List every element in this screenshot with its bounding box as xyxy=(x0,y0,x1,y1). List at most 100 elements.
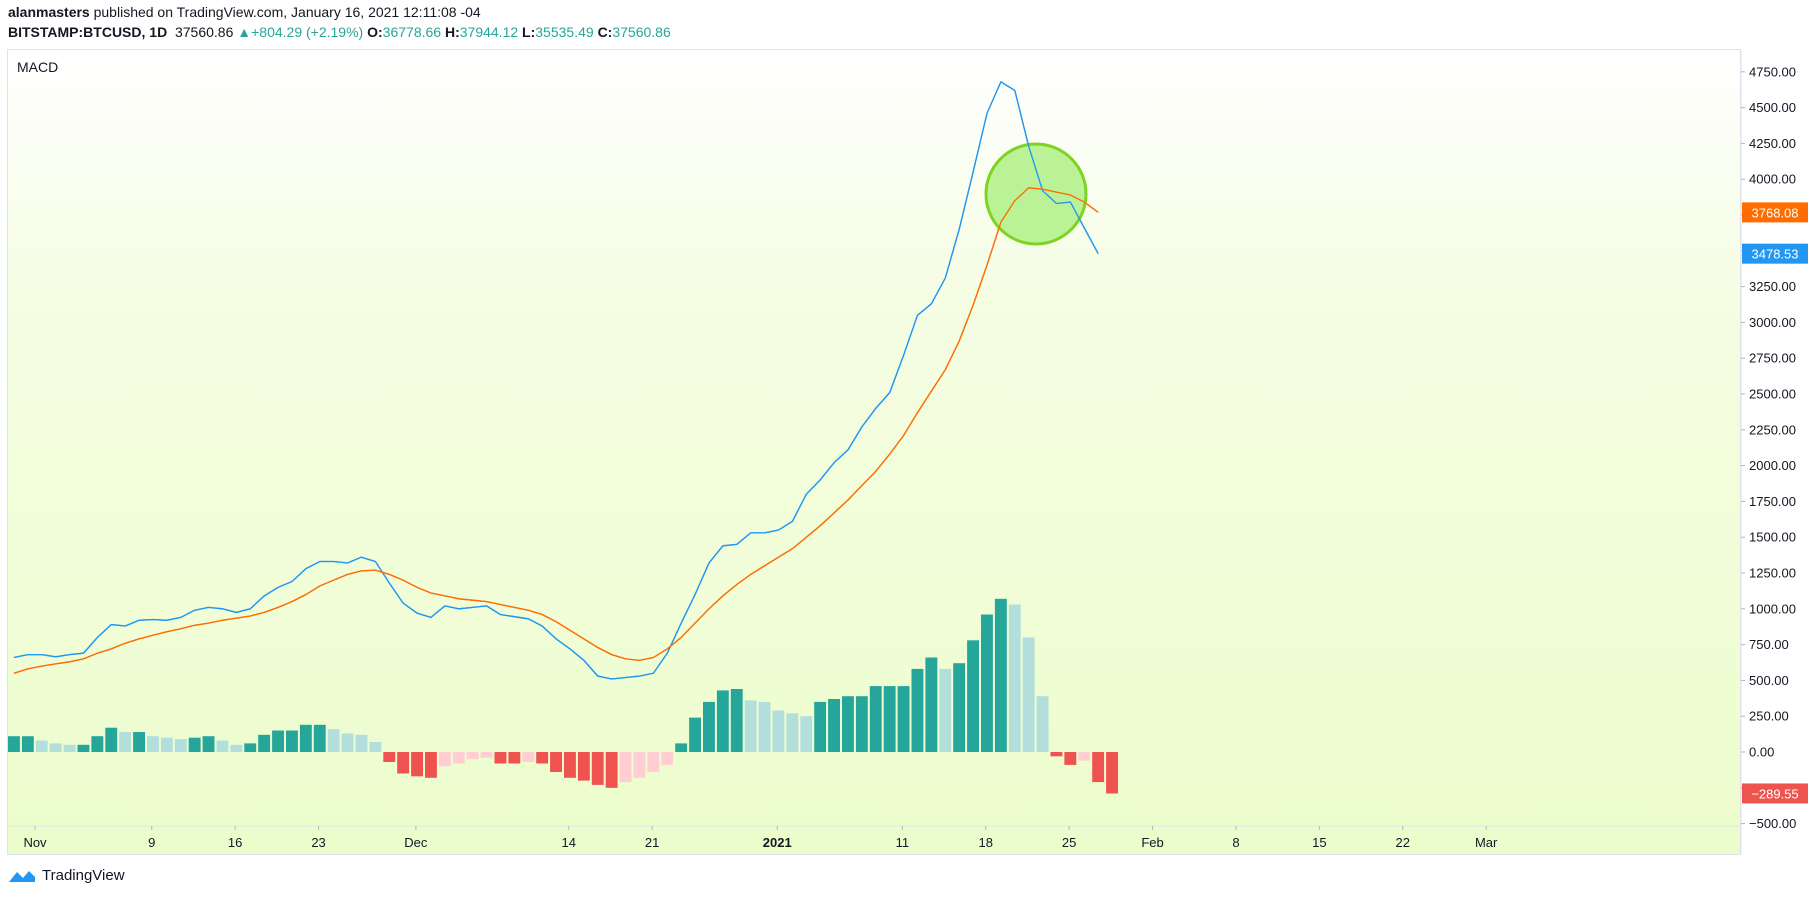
price-axis-label: 1750.00 xyxy=(1749,494,1796,509)
indicator-label: MACD xyxy=(17,59,58,75)
histogram-bar xyxy=(49,743,62,752)
price-axis-label: 2250.00 xyxy=(1749,422,1796,437)
histogram-bar xyxy=(299,724,312,752)
histogram-bar xyxy=(939,668,952,752)
highlight-layer xyxy=(13,80,1099,680)
histogram-bar xyxy=(272,730,284,752)
low-value: 35535.49 xyxy=(535,24,594,40)
time-axis-label: 8 xyxy=(1232,835,1239,850)
price-axis-label: 3000.00 xyxy=(1749,315,1796,330)
histogram-bar xyxy=(21,736,34,752)
high-label: H: xyxy=(444,24,460,40)
tradingview-brand[interactable]: TradingView xyxy=(8,867,125,884)
author-name[interactable]: alanmasters xyxy=(8,4,90,20)
price-axis-label: 2000.00 xyxy=(1749,458,1796,473)
up-arrow-icon: ▲ xyxy=(237,24,252,40)
histogram-bar xyxy=(411,752,423,777)
histogram-bar xyxy=(522,752,535,762)
price-axis-label: −500.00 xyxy=(1749,816,1796,831)
histogram-bar xyxy=(230,744,243,752)
close-label: C: xyxy=(597,24,613,40)
price-change: +804.29 (+2.19%) xyxy=(251,24,364,40)
histogram-bar xyxy=(147,736,159,752)
histogram-bar xyxy=(577,752,590,781)
low-label: L: xyxy=(522,24,536,40)
histogram-bar xyxy=(119,732,132,752)
price-axis-label: 4500.00 xyxy=(1749,100,1796,115)
time-axis-label: 23 xyxy=(311,835,325,850)
histogram-bar xyxy=(244,743,257,752)
histogram-bar xyxy=(327,729,340,752)
histogram-bar xyxy=(1078,752,1091,761)
histogram-bar xyxy=(800,716,813,752)
histogram-bar xyxy=(160,737,173,752)
time-axis-label: Nov xyxy=(23,835,47,850)
histogram-bar xyxy=(1106,752,1118,794)
last-price: 37560.86 xyxy=(174,24,234,40)
histogram-value-badge: −289.55 xyxy=(1751,786,1798,801)
histogram-bar xyxy=(341,733,354,752)
histogram-layer xyxy=(8,598,1118,794)
histogram-bar xyxy=(1022,637,1035,752)
histogram-bar xyxy=(174,739,187,752)
price-axis-label: 3250.00 xyxy=(1749,279,1796,294)
price-axis-label: 2750.00 xyxy=(1749,351,1796,366)
close-value: 37560.86 xyxy=(612,24,671,40)
histogram-bar xyxy=(508,752,521,764)
price-axis-label: 4250.00 xyxy=(1749,136,1796,151)
signal-value-badge: 3768.08 xyxy=(1752,205,1799,220)
histogram-bar xyxy=(258,734,271,752)
histogram-bar xyxy=(8,736,20,752)
time-axis-label: Mar xyxy=(1475,835,1498,850)
histogram-bar xyxy=(967,640,979,752)
histogram-bar xyxy=(536,752,549,764)
histogram-bar xyxy=(1050,752,1063,757)
time-axis-label: 25 xyxy=(1062,835,1076,850)
histogram-bar xyxy=(105,727,118,752)
price-axis-label: 1250.00 xyxy=(1749,566,1796,581)
price-axis-label: 0.00 xyxy=(1749,745,1774,760)
macd-line-overlay xyxy=(13,80,1099,680)
histogram-bar xyxy=(925,657,938,752)
histogram-bar xyxy=(1008,604,1021,752)
histogram-bar xyxy=(994,598,1007,752)
histogram-bar xyxy=(1036,696,1049,752)
histogram-bar xyxy=(91,736,104,752)
histogram-bar xyxy=(675,743,688,752)
symbol-name[interactable]: BITSTAMP:BTCUSD, 1D xyxy=(8,24,168,40)
histogram-bar xyxy=(842,696,854,752)
price-axis-label: 1500.00 xyxy=(1749,530,1796,545)
time-axis[interactable]: Nov 9 16 23 Dec 14 21 2021 11 18 25 Feb 8 15 22 Mar xyxy=(23,826,1498,850)
histogram-bar xyxy=(466,752,479,760)
histogram-bar xyxy=(188,737,201,752)
histogram-bar xyxy=(703,701,715,752)
histogram-bar xyxy=(633,752,646,778)
signal-value-badge-bg xyxy=(1742,202,1808,223)
time-axis-label: 11 xyxy=(896,835,910,850)
histogram-bar xyxy=(452,752,465,764)
histogram-bar xyxy=(133,732,145,752)
price-axis[interactable]: 4750.004500.004250.004000.003750.003500.… xyxy=(1741,64,1796,831)
histogram-bar xyxy=(550,752,562,772)
histogram-bar xyxy=(689,717,701,752)
histogram-bar xyxy=(591,752,604,785)
histogram-bar xyxy=(730,689,743,752)
macd-value-badge-bg xyxy=(1742,243,1808,264)
price-axis-label: 500.00 xyxy=(1749,673,1789,688)
price-axis-label: 250.00 xyxy=(1749,709,1789,724)
open-value: 36778.66 xyxy=(382,24,442,40)
histogram-bar xyxy=(397,752,410,774)
price-axis-label: 4000.00 xyxy=(1749,172,1796,187)
histogram-bar xyxy=(981,614,993,752)
crossover-highlight-circle[interactable] xyxy=(984,142,1088,246)
time-axis-label: 9 xyxy=(148,835,155,850)
histogram-bar xyxy=(897,686,910,752)
macd-value-badge: 3478.53 xyxy=(1752,247,1799,262)
histogram-bar xyxy=(647,752,660,772)
histogram-bar xyxy=(1064,752,1077,765)
histogram-bar xyxy=(883,686,896,752)
time-axis-label: 21 xyxy=(645,835,659,850)
high-value: 37944.12 xyxy=(459,24,519,40)
histogram-bar xyxy=(716,690,729,752)
